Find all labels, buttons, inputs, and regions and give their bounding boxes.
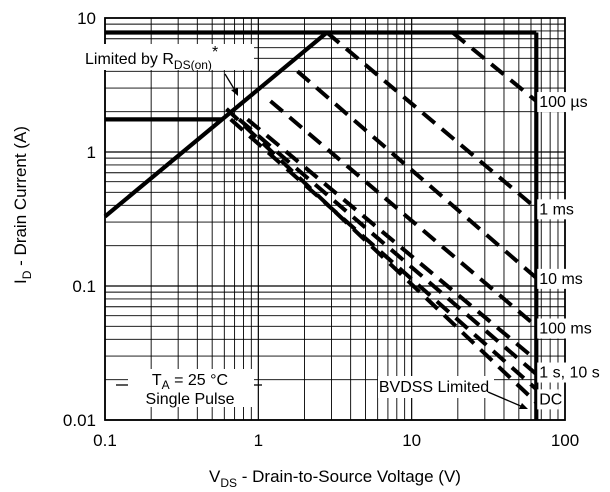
y-tick-label: 0.1 xyxy=(72,277,96,296)
curve-label: 1 s, 10 s xyxy=(539,365,599,382)
curve-series-11 xyxy=(225,107,538,404)
curve-1-s xyxy=(246,117,538,362)
curve-label: 1 ms xyxy=(539,201,574,218)
ta-label-main: T xyxy=(152,372,162,389)
plot-frame xyxy=(104,17,566,421)
y-tick-label: 1 xyxy=(87,143,96,162)
curve-limited-by-rds-on- xyxy=(103,30,329,219)
curve-10-ms xyxy=(296,69,538,280)
curve-dc xyxy=(229,117,538,391)
y-tick-label: 10 xyxy=(77,9,96,28)
curve-label: 100 ms xyxy=(539,321,591,338)
bvdss-pointer-arrowhead xyxy=(519,403,528,409)
ta-label-sub: A xyxy=(162,378,170,392)
x-tick-label: 100 xyxy=(551,431,579,450)
y-axis-label-sub: D xyxy=(20,270,34,279)
rds-label-background xyxy=(81,44,254,70)
x-axis-label-rest: - Drain-to-Source Voltage (V) xyxy=(237,467,461,486)
curve-label-background xyxy=(537,318,593,339)
curve-label-background xyxy=(537,92,593,113)
rds-label-sub: DS(on) xyxy=(174,58,212,72)
x-tick-label: 0.1 xyxy=(93,431,117,450)
rds-pointer xyxy=(224,73,237,93)
curve-label-background xyxy=(537,389,559,410)
curve-100-s xyxy=(451,30,538,103)
bvdss-limited-label: BVDSS Limited xyxy=(379,379,489,396)
x-axis-label-sub: DS xyxy=(220,476,237,490)
temperature-label: TA = 25 °C xyxy=(152,372,228,392)
x-axis-label: VDS - Drain-to-Source Voltage (V) xyxy=(209,467,461,490)
curve-label-background xyxy=(537,362,610,383)
curve-label: 10 ms xyxy=(539,271,583,288)
y-tick-label: 0.01 xyxy=(63,411,96,430)
curve-label-background xyxy=(537,199,576,220)
x-tick-label: 10 xyxy=(402,431,421,450)
curve-label: DC xyxy=(539,391,562,408)
y-axis-label-main: I xyxy=(11,279,30,284)
curve-labels: 100 µs 1 ms 10 ms 100 ms 1 s, 10 s DC xyxy=(537,92,610,410)
bvdss-label-background xyxy=(378,376,494,398)
chart-curves xyxy=(103,30,539,420)
curve-1-ms xyxy=(325,30,538,210)
curve-10-s xyxy=(237,117,538,376)
rds-pointer-arrowhead xyxy=(231,88,238,96)
curve-100-ms xyxy=(269,99,538,328)
rds-limit-label: Limited by RDS(on)* xyxy=(85,44,218,72)
y-axis-label: ID - Drain Current (A) xyxy=(11,126,34,284)
curve-label: 100 µs xyxy=(539,94,587,111)
curve-label-background xyxy=(537,268,585,289)
y-axis-label-rest: - Drain Current (A) xyxy=(11,126,30,271)
rds-label-star: * xyxy=(212,44,218,61)
ta-label-background xyxy=(128,369,254,407)
plot-border xyxy=(104,17,566,421)
bvdss-pointer xyxy=(487,391,524,408)
x-tick-label: 1 xyxy=(254,431,263,450)
single-pulse-label: Single Pulse xyxy=(146,391,235,408)
rds-label-main: Limited by R xyxy=(85,51,174,68)
chart-grid xyxy=(104,18,565,421)
ta-label-rest: = 25 °C xyxy=(170,372,228,389)
x-axis-label-main: V xyxy=(209,467,221,486)
